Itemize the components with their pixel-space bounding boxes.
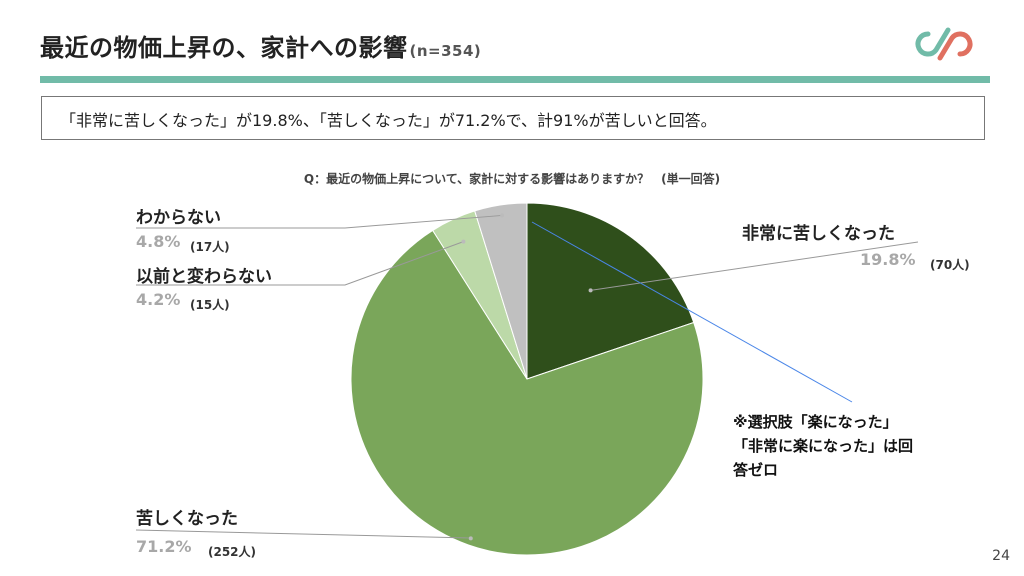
slice-label-unknown: わからない bbox=[136, 208, 221, 228]
zero-response-note: ※選択肢「楽になった」 「非常に楽になった」は回 答ゼロ bbox=[733, 410, 913, 482]
logo-teal-stroke bbox=[915, 27, 951, 57]
slice-percent-hard: 71.2% bbox=[136, 537, 192, 556]
leader-dot-unchanged bbox=[461, 239, 466, 244]
slice-count-unchanged: (15人) bbox=[190, 298, 230, 312]
slice-label-hard: 苦しくなった bbox=[136, 509, 238, 529]
leader-dot-very-hard bbox=[588, 288, 593, 293]
header-accent-bar bbox=[40, 76, 990, 83]
leader-dot-unknown bbox=[500, 213, 505, 218]
summary-box: 「非常に苦しくなった」が19.8%、「苦しくなった」が71.2%で、計91%が苦… bbox=[41, 96, 985, 140]
note-line-2: 「非常に楽になった」は回 bbox=[733, 437, 914, 455]
leader-dot-hard bbox=[468, 536, 473, 541]
page-title: 最近の物価上昇の、家計への影響 (n=354) bbox=[40, 28, 481, 63]
note-pointer-line bbox=[531, 221, 853, 403]
slice-percent-very-hard: 19.8% bbox=[860, 250, 916, 269]
pie-slice-hard bbox=[350, 229, 704, 556]
pie-slice-unknown bbox=[474, 202, 528, 380]
brand-logo bbox=[915, 27, 973, 61]
title-text: 最近の物価上昇の、家計への影響 bbox=[40, 34, 408, 62]
note-line-3: 答ゼロ bbox=[733, 461, 779, 479]
slice-percent-unknown: 4.8% bbox=[136, 232, 181, 251]
slice-percent-unchanged: 4.2% bbox=[136, 290, 181, 309]
pie-slice-very-hard bbox=[526, 202, 695, 380]
summary-text: 「非常に苦しくなった」が19.8%、「苦しくなった」が71.2%で、計91%が苦… bbox=[60, 111, 717, 130]
slice-count-hard: (252人) bbox=[208, 545, 257, 559]
slice-count-unknown: (17人) bbox=[190, 240, 230, 254]
slice-label-very-hard: 非常に苦しくなった bbox=[742, 224, 895, 244]
slice-count-very-hard: (70人) bbox=[930, 258, 970, 272]
sample-size: (n=354) bbox=[409, 42, 482, 60]
slice-label-unchanged: 以前と変わらない bbox=[136, 267, 272, 287]
leader-line-unchanged bbox=[136, 241, 464, 286]
logo-red-stroke bbox=[937, 31, 973, 61]
survey-question: Q：最近の物価上昇について、家計に対する影響はありますか？ (単一回答) bbox=[303, 172, 721, 186]
page-number: 24 bbox=[992, 548, 1010, 564]
leader-line-very-hard bbox=[590, 241, 919, 291]
note-line-1: ※選択肢「楽になった」 bbox=[733, 413, 898, 431]
leader-line-unknown bbox=[136, 214, 503, 229]
